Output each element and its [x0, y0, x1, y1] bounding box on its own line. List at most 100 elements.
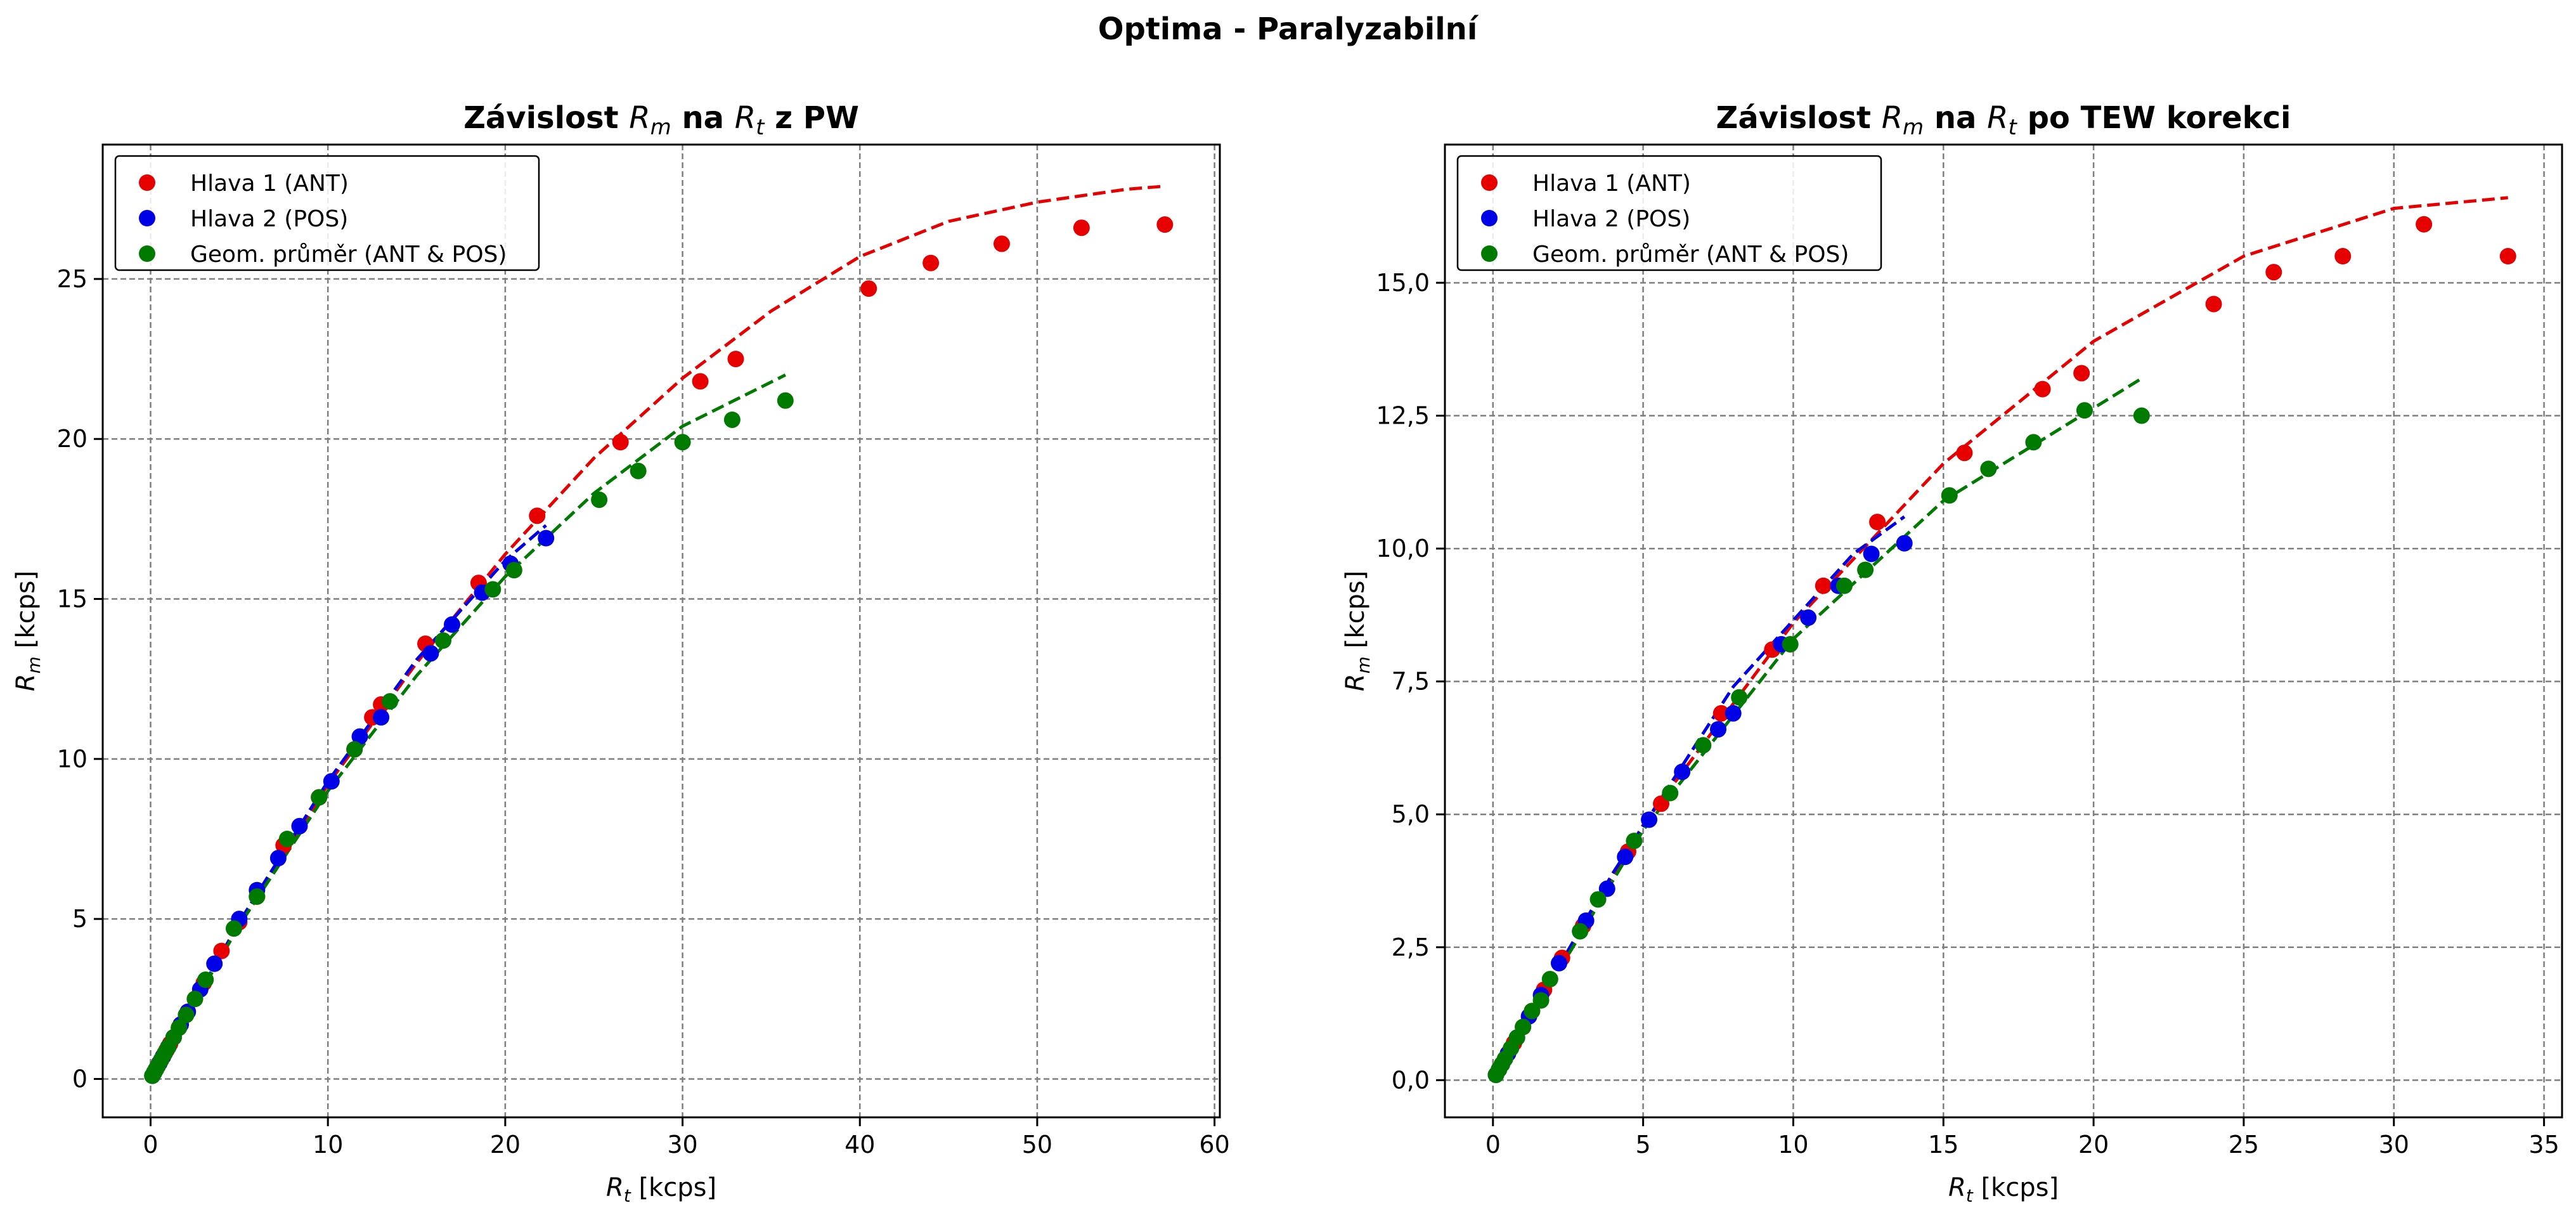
data-point — [434, 632, 451, 649]
data-point — [2334, 248, 2352, 265]
legend-marker — [1481, 245, 1498, 262]
data-point — [1863, 545, 1880, 562]
data-point — [443, 616, 460, 633]
data-point — [382, 693, 399, 710]
data-point — [1589, 891, 1607, 908]
legend: Hlava 1 (ANT) Hlava 2 (POS) Geom. průměr (… — [1456, 155, 1882, 271]
data-point — [1695, 737, 1712, 754]
chart-title: Závislost Rm na Rt po TEW korekci — [1716, 100, 2291, 140]
data-point — [323, 773, 340, 790]
data-point — [249, 888, 266, 905]
x-tick-label: 20 — [2078, 1131, 2109, 1159]
x-axis-label: Rt [kcps] — [1948, 1173, 2059, 1206]
data-point — [538, 530, 555, 547]
data-point — [630, 462, 647, 479]
data-point — [1782, 635, 1799, 653]
legend-label: Hlava 2 (POS) — [1532, 206, 1690, 232]
data-point — [2265, 264, 2282, 281]
legend-marker — [139, 174, 155, 191]
data-point — [2133, 407, 2150, 424]
data-point — [1617, 848, 1634, 866]
x-tick-label: 30 — [667, 1131, 697, 1159]
x-tick-label: 35 — [2528, 1131, 2559, 1159]
x-tick-label: 0 — [1485, 1131, 1501, 1159]
data-point — [1641, 811, 1658, 828]
x-tick-label: 60 — [1199, 1131, 1229, 1159]
legend-marker — [139, 245, 155, 262]
data-point — [860, 280, 877, 297]
data-point — [346, 741, 363, 758]
data-point — [1869, 514, 1886, 531]
data-point — [1712, 705, 1730, 722]
legend-marker — [1481, 174, 1498, 191]
data-point — [922, 254, 940, 271]
data-point — [591, 491, 608, 509]
data-point — [206, 955, 223, 972]
legend-label: Hlava 1 (ANT) — [1532, 171, 1691, 197]
data-point — [269, 850, 287, 867]
x-tick-label: 50 — [1022, 1131, 1052, 1159]
y-tick-label: 20 — [57, 425, 87, 453]
data-point — [1550, 954, 1567, 971]
data-point — [311, 789, 328, 806]
data-point — [1725, 705, 1742, 722]
y-tick-label: 5,0 — [1392, 800, 1430, 828]
data-point — [727, 351, 744, 368]
series-head1 — [1487, 216, 2516, 1083]
x-tick-label: 25 — [2229, 1131, 2259, 1159]
y-tick-label: 5 — [72, 905, 87, 933]
data-point — [278, 830, 295, 847]
data-point — [1532, 992, 1550, 1009]
chart-right: 0 5 10 15 20 25 30 35 0,0 2,5 5,0 7,5 10,0 12,5 15,0 Zá… — [1341, 100, 2563, 1206]
grid — [103, 145, 1220, 1117]
legend-label: Geom. průměr (ANT & POS) — [190, 242, 507, 268]
data-point — [993, 235, 1010, 252]
legend-box — [114, 155, 540, 271]
x-tick-label: 40 — [845, 1131, 875, 1159]
y-tick-label: 2,5 — [1392, 933, 1430, 961]
y-tick-label: 0 — [72, 1065, 87, 1093]
data-point — [2034, 380, 2051, 398]
data-point — [1541, 971, 1558, 988]
chart-title: Závislost Rm na Rt z PW — [463, 100, 859, 140]
data-point — [225, 920, 242, 937]
data-point — [1156, 216, 1174, 233]
series-geom — [144, 392, 794, 1084]
data-point — [422, 645, 439, 662]
data-point — [373, 709, 390, 726]
data-point — [1857, 561, 1874, 578]
data-point — [213, 942, 230, 959]
legend-marker — [1481, 210, 1498, 226]
legend-marker — [139, 210, 155, 226]
data-point — [1515, 1018, 1532, 1036]
data-point — [1980, 460, 1997, 478]
data-point — [1073, 219, 1090, 237]
x-tick-label: 30 — [2379, 1131, 2409, 1159]
data-point — [178, 1006, 195, 1023]
fit-curve-geom — [1491, 377, 2143, 1081]
data-point — [2076, 402, 2093, 419]
series-head2 — [1487, 535, 1913, 1083]
y-tick-label: 15,0 — [1376, 269, 1430, 297]
data-point — [612, 434, 629, 451]
data-point — [2073, 365, 2090, 382]
x-tick-label: 20 — [490, 1131, 521, 1159]
chart-left: 0 10 20 30 40 50 60 0 5 10 15 20 25 Závislost Rm na R… — [11, 100, 1230, 1206]
data-point — [291, 817, 308, 835]
data-point — [505, 562, 522, 579]
x-tick-label: 0 — [143, 1131, 158, 1159]
legend-label: Hlava 2 (POS) — [190, 206, 348, 232]
data-point — [1572, 923, 1589, 940]
data-point — [1896, 535, 1913, 552]
data-point — [1956, 445, 1973, 462]
fit-curve-head1 — [149, 185, 1165, 1080]
data-point — [1800, 609, 1817, 627]
series-geom — [1487, 402, 2150, 1083]
y-tick-label: 12,5 — [1376, 402, 1430, 430]
series-head2 — [144, 530, 555, 1084]
legend-label: Hlava 1 (ANT) — [190, 171, 349, 197]
y-tick-label: 25 — [57, 265, 87, 293]
data-point — [2416, 216, 2433, 233]
y-tick-label: 7,5 — [1392, 668, 1430, 696]
